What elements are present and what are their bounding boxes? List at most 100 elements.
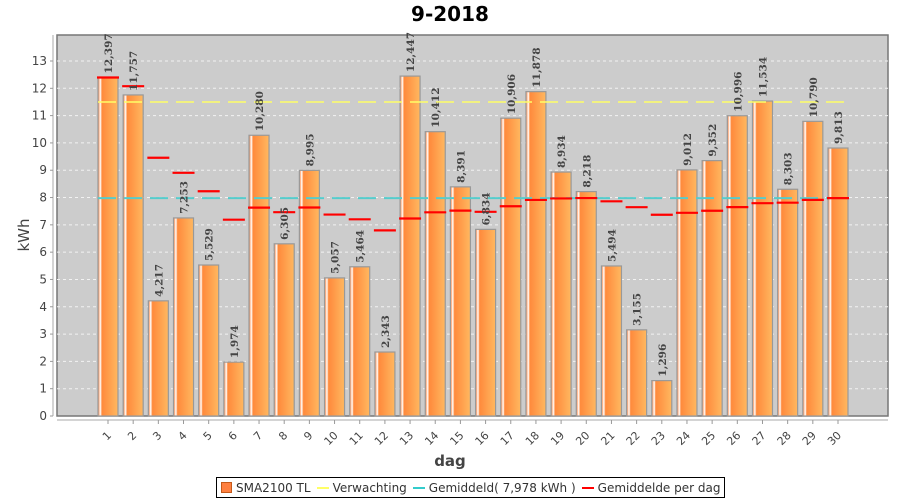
bar (525, 91, 547, 417)
x-axis-label: dag (434, 452, 466, 470)
bar (198, 264, 220, 417)
bar (701, 160, 723, 417)
bar (550, 171, 572, 417)
bar (449, 186, 472, 417)
bars (97, 75, 849, 417)
bar (298, 169, 320, 417)
bar (751, 100, 774, 417)
bar-value-label: 10,996 (732, 72, 744, 112)
bar (651, 380, 673, 417)
bar (676, 169, 698, 417)
y-tick-label: 1 (39, 382, 47, 396)
x-tick-label: 27 (750, 429, 769, 448)
bar (802, 120, 824, 417)
bar-value-label: 7,253 (179, 181, 191, 214)
bar (827, 147, 849, 417)
bar-value-label: 10,906 (506, 74, 518, 114)
bar-value-label: 6,305 (279, 207, 291, 240)
bar (626, 329, 648, 417)
x-tick-label: 13 (397, 429, 416, 448)
x-axis: 1 2 3 4 5 6 7 8 9 10 11 12 13 14 15 16 17 18 19 20 21 22 23 24 2… (57, 419, 888, 448)
bar-value-label: 12,397 (103, 33, 115, 73)
x-tick-label: 10 (322, 429, 341, 448)
y-tick-label: 11 (32, 109, 47, 123)
bar-value-label: 8,995 (304, 133, 316, 166)
y-tick-label: 7 (39, 218, 47, 232)
daily-average-markers (97, 76, 849, 232)
bar-value-label: 5,529 (204, 228, 216, 261)
y-tick-label: 13 (32, 54, 47, 68)
x-tick-label: 28 (775, 429, 794, 448)
y-tick-label: 3 (39, 327, 47, 341)
x-tick-label: 16 (473, 429, 492, 448)
bar-value-labels: 12,397 11,757 4,217 7,253 5,529 1,974 10,280 6,… (103, 32, 845, 377)
bar (777, 188, 799, 417)
bar-value-label: 9,012 (682, 133, 694, 166)
bar (575, 190, 597, 417)
bar (273, 243, 295, 417)
x-tick-label: 6 (226, 429, 240, 443)
legend-item-gemiddelde-per-dag: Gemiddelde per dag (581, 481, 720, 495)
x-tick-label: 26 (724, 429, 743, 448)
bar (323, 277, 346, 417)
bar (122, 94, 144, 417)
bar-value-label: 8,218 (581, 155, 593, 188)
x-tick-label: 2 (125, 429, 139, 443)
bar-value-label: 9,813 (833, 111, 845, 144)
bar-value-label: 8,391 (455, 150, 467, 183)
x-tick-label: 4 (175, 429, 189, 443)
bar (248, 134, 270, 417)
y-tick-label: 6 (39, 245, 47, 259)
bar (374, 351, 396, 417)
bar-value-label: 10,790 (808, 77, 820, 117)
y-tick-label: 5 (39, 272, 47, 286)
x-tick-label: 11 (347, 429, 366, 448)
bar (726, 115, 748, 417)
x-tick-label: 12 (372, 429, 391, 448)
x-tick-label: 17 (498, 429, 517, 448)
x-tick-label: 8 (276, 429, 290, 443)
bar (223, 361, 245, 417)
plot-area (56, 34, 889, 417)
bar-value-label: 6,834 (481, 192, 493, 225)
bar-value-label: 2,343 (380, 315, 392, 348)
bar-value-label: 10,412 (430, 87, 442, 127)
bar (147, 300, 169, 417)
x-tick-label: 21 (598, 429, 617, 448)
x-tick-label: 22 (624, 429, 643, 448)
y-tick-label: 0 (39, 409, 47, 423)
x-tick-label: 18 (523, 429, 542, 448)
bar (349, 266, 371, 417)
bar (600, 265, 623, 417)
legend-label: SMA2100 TL (236, 480, 311, 495)
x-tick-label: 30 (825, 429, 844, 448)
bar-value-label: 12,447 (405, 32, 417, 72)
legend: SMA2100 TL Verwachting Gemiddeld( 7,978 … (216, 477, 726, 498)
bar-value-label: 1,974 (229, 325, 241, 358)
x-tick-label: 20 (573, 429, 592, 448)
x-tick-label: 24 (674, 429, 693, 448)
bar-value-label: 11,757 (128, 51, 140, 91)
legend-label: Verwachting (332, 480, 407, 495)
x-tick-label: 3 (150, 429, 164, 443)
bar (474, 228, 497, 417)
legend-item-sma2100: SMA2100 TL (221, 481, 311, 495)
y-tick-label: 2 (39, 354, 47, 368)
x-tick-label: 25 (699, 429, 718, 448)
reference-lines (98, 101, 848, 200)
x-tick-label: 7 (251, 429, 265, 443)
bar (97, 76, 119, 417)
y-tick-label: 12 (32, 81, 47, 95)
bar-value-label: 9,352 (707, 124, 719, 157)
legend-item-gemiddeld: Gemiddeld( 7,978 kWh ) (412, 481, 576, 495)
bar (399, 75, 421, 417)
bar-value-label: 11,878 (531, 47, 543, 87)
x-tick-label: 14 (422, 429, 441, 448)
x-tick-label: 19 (548, 429, 567, 448)
bar-value-label: 5,464 (355, 230, 367, 263)
x-tick-label: 5 (201, 429, 215, 443)
bar (172, 217, 195, 417)
bar-value-label: 4,217 (153, 264, 165, 297)
